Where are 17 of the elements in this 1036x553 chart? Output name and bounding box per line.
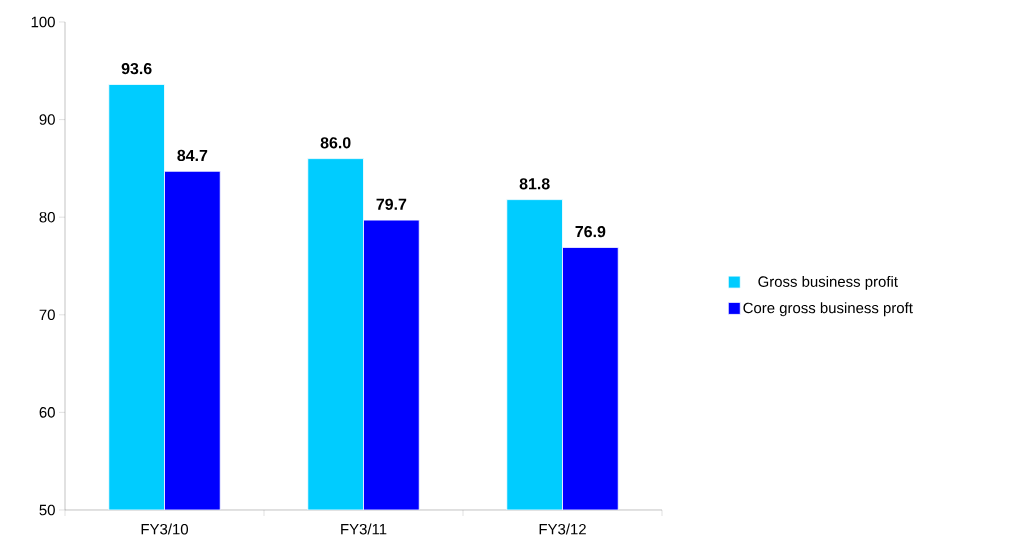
y-tick-label: 50 (39, 504, 55, 516)
x-tick-label: FY3/10 (141, 523, 189, 535)
data-label: 79.7 (376, 198, 407, 210)
y-tick-label: 90 (39, 114, 55, 125)
data-label: 81.8 (519, 178, 550, 190)
y-tick-label: 80 (39, 211, 55, 223)
x-tick-label: FY3/12 (539, 523, 586, 535)
legend-label: Gross business profit (758, 275, 898, 290)
data-label: 93.6 (121, 62, 152, 75)
legend-label: Core gross business proft (743, 302, 913, 317)
y-tick-label: 100 (31, 16, 55, 28)
x-tick-label: FY3/11 (341, 523, 387, 535)
data-label: 84.7 (177, 149, 208, 162)
data-label: 86.0 (320, 137, 351, 149)
y-tick-label: 70 (39, 309, 55, 321)
y-tick-label: 60 (39, 407, 55, 418)
data-label: 76.9 (575, 225, 606, 238)
